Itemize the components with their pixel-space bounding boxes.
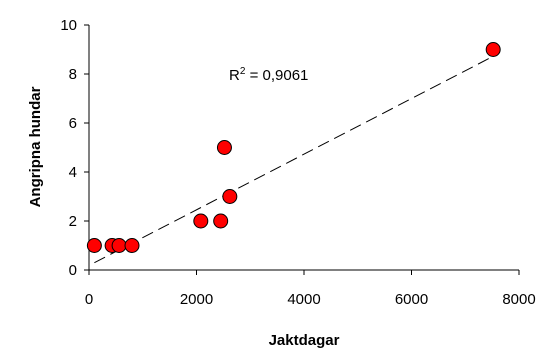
x-tick-label: 4000 xyxy=(287,291,320,308)
y-tick-label: 0 xyxy=(69,262,77,279)
y-tick-label: 2 xyxy=(69,213,77,230)
r-value: = 0,9061 xyxy=(245,67,308,84)
data-point xyxy=(222,189,238,204)
data-point xyxy=(485,42,501,57)
data-points xyxy=(86,42,501,253)
y-tick-label: 4 xyxy=(69,164,77,181)
x-tick-label: 8000 xyxy=(502,291,535,308)
data-point xyxy=(213,213,229,229)
x-tick-label: 2000 xyxy=(180,291,213,308)
data-point xyxy=(216,140,232,155)
y-tick-label: 8 xyxy=(69,66,77,83)
r-superscript: 2 xyxy=(240,66,246,77)
y-tick-label: 6 xyxy=(69,115,77,132)
data-point xyxy=(86,238,102,253)
data-point xyxy=(193,213,209,229)
data-point xyxy=(111,238,127,253)
y-ticks: 0 2 4 6 8 10 xyxy=(60,17,89,279)
x-ticks: 0 2000 4000 6000 8000 xyxy=(85,270,536,308)
data-point xyxy=(124,238,140,253)
trendline xyxy=(94,56,493,264)
r-letter: R xyxy=(229,67,240,84)
y-axis-title: Angripna hundar xyxy=(27,86,44,207)
x-tick-label: 6000 xyxy=(395,291,428,308)
y-tick-label: 10 xyxy=(60,17,77,34)
x-axis-title: Jaktdagar xyxy=(269,332,340,349)
x-tick-label: 0 xyxy=(85,291,93,308)
r-squared-annotation: R2 = 0,9061 xyxy=(229,66,308,84)
